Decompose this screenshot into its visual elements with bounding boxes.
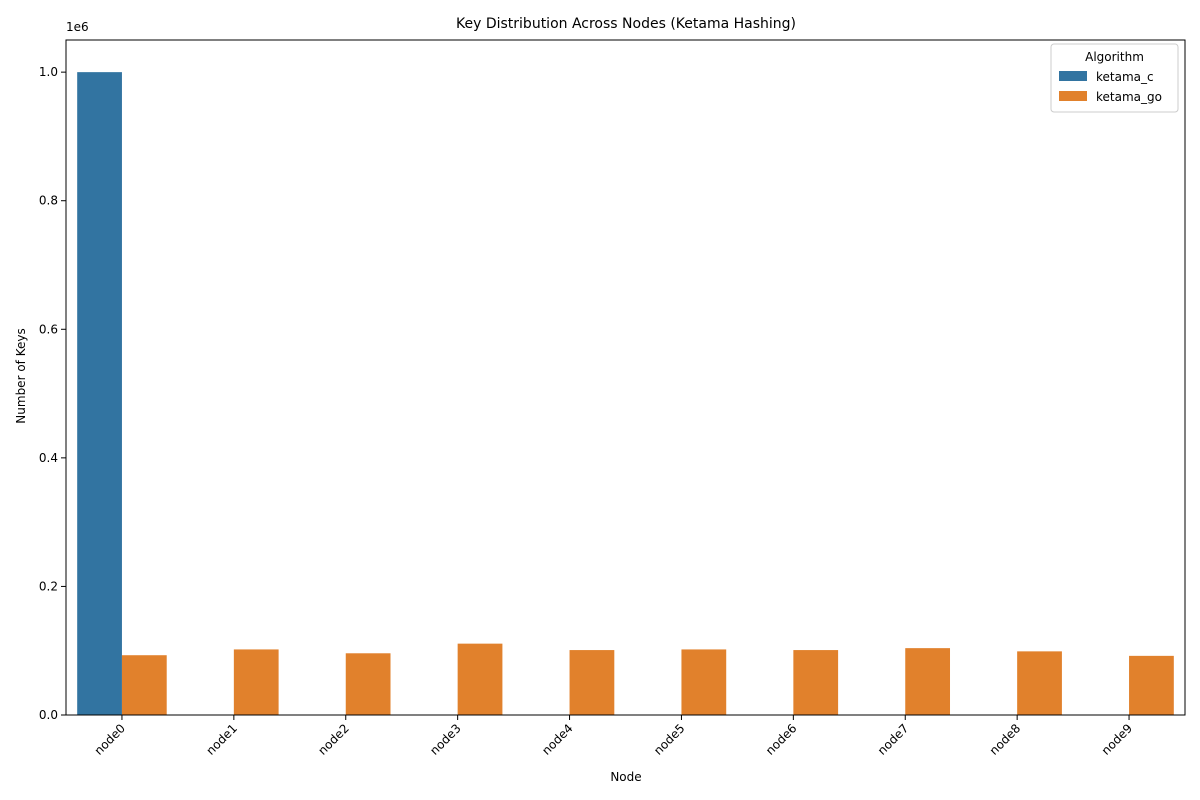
bar-ketama_go-node6: [793, 650, 839, 715]
bar-ketama_c-node0: [77, 72, 122, 715]
chart-title: Key Distribution Across Nodes (Ketama Ha…: [456, 16, 796, 32]
y-tick-label: 0.2: [39, 579, 58, 593]
bar-ketama_go-node0: [121, 655, 167, 715]
x-axis-label: Node: [610, 770, 641, 784]
bar-ketama_go-node1: [233, 649, 279, 715]
bar-ketama_go-node8: [1017, 651, 1062, 715]
plot-frame: [65, 39, 1186, 716]
legend-label-ketama_go: ketama_go: [1096, 90, 1162, 104]
x-tick-label: node4: [539, 721, 575, 757]
bar-ketama_go-node2: [345, 653, 391, 715]
x-tick-label: node8: [987, 721, 1023, 757]
bar-ketama_go-node9: [1129, 655, 1174, 715]
bar-ketama_go-node5: [681, 649, 727, 715]
y-axis-label: Number of Keys: [14, 328, 28, 423]
bar-ketama_go-node4: [569, 650, 615, 715]
legend-title: Algorithm: [1085, 50, 1144, 64]
y-tick-label: 0.0: [39, 708, 58, 722]
y-tick-label: 0.6: [39, 322, 58, 336]
x-axis: node0 node1 node2 node3 node4 node5 node6 node7…: [92, 715, 1135, 758]
y-axis: 0.0 0.2 0.4 0.6 0.8 1.0: [39, 65, 66, 722]
legend-swatch-ketama_go: [1059, 91, 1087, 101]
y-tick-label: 0.4: [39, 451, 58, 465]
legend-label-ketama_c: ketama_c: [1096, 70, 1154, 84]
x-tick-label: node0: [92, 721, 128, 757]
x-tick-label: node3: [427, 721, 463, 757]
legend-swatch-ketama_c: [1059, 71, 1087, 81]
x-tick-label: node2: [315, 721, 351, 757]
x-tick-label: node9: [1099, 721, 1135, 757]
bars-group: [77, 72, 1174, 715]
bar-ketama_go-node3: [457, 643, 503, 715]
x-tick-label: node7: [875, 721, 911, 757]
bar-ketama_go-node7: [905, 648, 951, 715]
y-axis-offset-label: 1e6: [66, 20, 89, 34]
y-tick-label: 0.8: [39, 194, 58, 208]
x-tick-label: node5: [651, 721, 687, 757]
y-tick-label: 1.0: [39, 65, 58, 79]
x-tick-label: node1: [203, 721, 239, 757]
x-tick-label: node6: [763, 721, 799, 757]
legend: Algorithm ketama_c ketama_go: [1050, 43, 1179, 113]
